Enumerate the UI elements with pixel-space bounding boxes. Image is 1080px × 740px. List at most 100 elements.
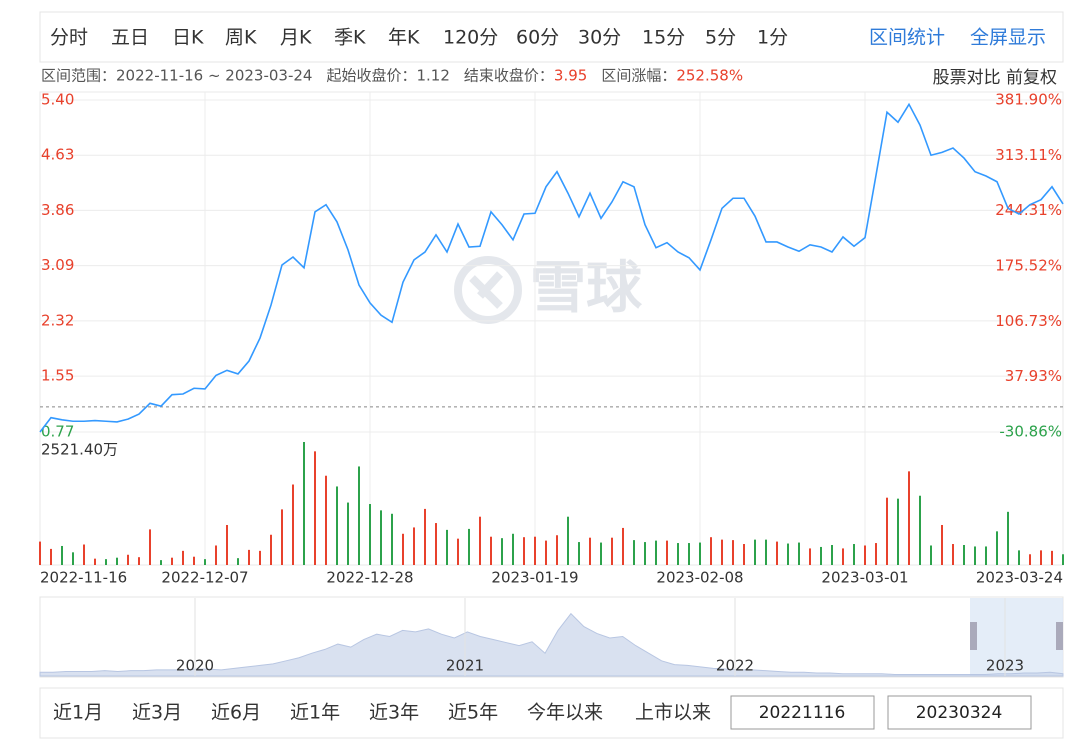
- info-text: 1.12: [416, 67, 449, 85]
- range-button[interactable]: 近1年: [290, 702, 340, 724]
- volume-bar: [116, 557, 118, 565]
- volume-bar: [589, 537, 591, 565]
- watermark-logo: [454, 256, 522, 324]
- volume-bar: [424, 508, 426, 565]
- volume-bar: [831, 544, 833, 565]
- toolbar-tab[interactable]: 120分: [443, 27, 498, 49]
- toolbar-tab[interactable]: 15分: [642, 27, 685, 49]
- volume-bar: [1029, 554, 1031, 565]
- volume-bar: [72, 552, 74, 565]
- volume-bar: [545, 540, 547, 565]
- volume-bar: [996, 531, 998, 565]
- toolbar-tab[interactable]: 日K: [172, 27, 204, 49]
- volume-bar: [215, 545, 217, 565]
- info-text: 起始收盘价：: [326, 67, 416, 85]
- volume-bar: [380, 510, 382, 565]
- volume-bar: [468, 528, 470, 565]
- volume-bar: [402, 533, 404, 565]
- date-input[interactable]: [730, 695, 875, 730]
- navigator-selection[interactable]: [970, 598, 1063, 676]
- x-tick-label: 2022-12-07: [161, 569, 248, 587]
- volume-bar: [105, 559, 107, 565]
- navigator-year: 2021: [446, 657, 484, 675]
- volume-bar: [391, 513, 393, 565]
- volume-bar: [974, 546, 976, 565]
- x-tick-label: 2023-03-24: [976, 569, 1063, 587]
- volume-bar: [787, 543, 789, 565]
- volume-bar: [259, 550, 261, 565]
- volume-bar: [754, 539, 756, 565]
- y-tick-label: 1.55: [41, 367, 74, 385]
- toolbar-tab[interactable]: 30分: [578, 27, 621, 49]
- volume-bar: [237, 558, 239, 565]
- y-tick-label: 3.09: [41, 256, 74, 274]
- navigator-year: 2022: [716, 657, 754, 675]
- range-button[interactable]: 近1月: [53, 702, 103, 724]
- volume-bar: [281, 509, 283, 565]
- volume-bar: [39, 541, 41, 565]
- info-text: 区间涨幅：: [601, 67, 676, 85]
- range-button[interactable]: 近3月: [132, 702, 182, 724]
- info-text: 2022-11-16 ~ 2023-03-24: [116, 67, 312, 85]
- volume-bar: [127, 554, 129, 565]
- volume-bar: [633, 540, 635, 565]
- volume-bar: [512, 533, 514, 565]
- range-button[interactable]: 近5年: [448, 702, 498, 724]
- volume-bar: [292, 484, 294, 565]
- volume-bar: [193, 556, 195, 565]
- volume-bar: [655, 540, 657, 565]
- y2-tick-label: 106.73%: [995, 312, 1062, 330]
- date-input-text[interactable]: 20221116: [759, 703, 846, 723]
- price-line: [39, 102, 1064, 433]
- volume-bar: [908, 471, 910, 565]
- date-input[interactable]: [887, 695, 1032, 730]
- toolbar-tab[interactable]: 季K: [334, 27, 366, 49]
- volume-bar: [688, 543, 690, 565]
- volume-bar: [941, 524, 943, 565]
- volume-bar: [226, 524, 228, 565]
- range-button[interactable]: 近6月: [211, 702, 261, 724]
- toolbar-tab[interactable]: 年K: [388, 27, 420, 49]
- toolbar-tab[interactable]: 分时: [50, 27, 88, 49]
- x-tick-label: 2023-03-01: [821, 569, 908, 587]
- volume-bar: [204, 559, 206, 565]
- volume-bar: [160, 560, 162, 565]
- navigator-year: 2023: [986, 657, 1024, 675]
- volume-bar: [138, 557, 140, 565]
- volume-bar: [1062, 554, 1064, 565]
- volume-bar: [842, 548, 844, 565]
- y-tick-label: 5.40: [41, 91, 74, 109]
- toolbar: [39, 11, 1064, 63]
- toolbar-link[interactable]: 全屏显示: [970, 27, 1046, 49]
- volume-bar: [886, 497, 888, 565]
- volume-bar: [248, 549, 250, 565]
- navigator-handle[interactable]: [970, 622, 977, 650]
- volume-bar: [897, 498, 899, 565]
- toolbar-tab[interactable]: 1分: [757, 27, 788, 49]
- toolbar-tab[interactable]: 60分: [516, 27, 559, 49]
- toolbar-tab[interactable]: 月K: [280, 27, 312, 49]
- volume-bar: [358, 466, 360, 565]
- date-input-text[interactable]: 20230324: [916, 703, 1003, 723]
- volume-bar: [567, 516, 569, 565]
- navigator-handle[interactable]: [1056, 622, 1063, 650]
- volume-bar: [182, 550, 184, 565]
- volume-bar: [83, 544, 85, 565]
- range-button[interactable]: 近3年: [369, 702, 419, 724]
- range-button[interactable]: 今年以来: [527, 702, 603, 724]
- chart-options[interactable]: 股票对比 前复权: [933, 68, 1057, 88]
- volume-bar: [963, 544, 965, 565]
- volume-bar: [501, 538, 503, 565]
- toolbar-tab[interactable]: 五日: [111, 27, 149, 49]
- volume-bar: [1007, 511, 1009, 565]
- volume-bar: [347, 502, 349, 565]
- toolbar-link[interactable]: 区间统计: [869, 27, 945, 49]
- range-button[interactable]: 上市以来: [635, 702, 711, 724]
- volume-bar: [490, 536, 492, 565]
- y-tick-label: 4.63: [41, 146, 74, 164]
- toolbar-tab[interactable]: 5分: [705, 27, 736, 49]
- toolbar-tab[interactable]: 周K: [225, 27, 257, 49]
- volume-bar: [666, 540, 668, 565]
- y2-tick-label: 381.90%: [995, 91, 1062, 109]
- volume-bar: [435, 523, 437, 565]
